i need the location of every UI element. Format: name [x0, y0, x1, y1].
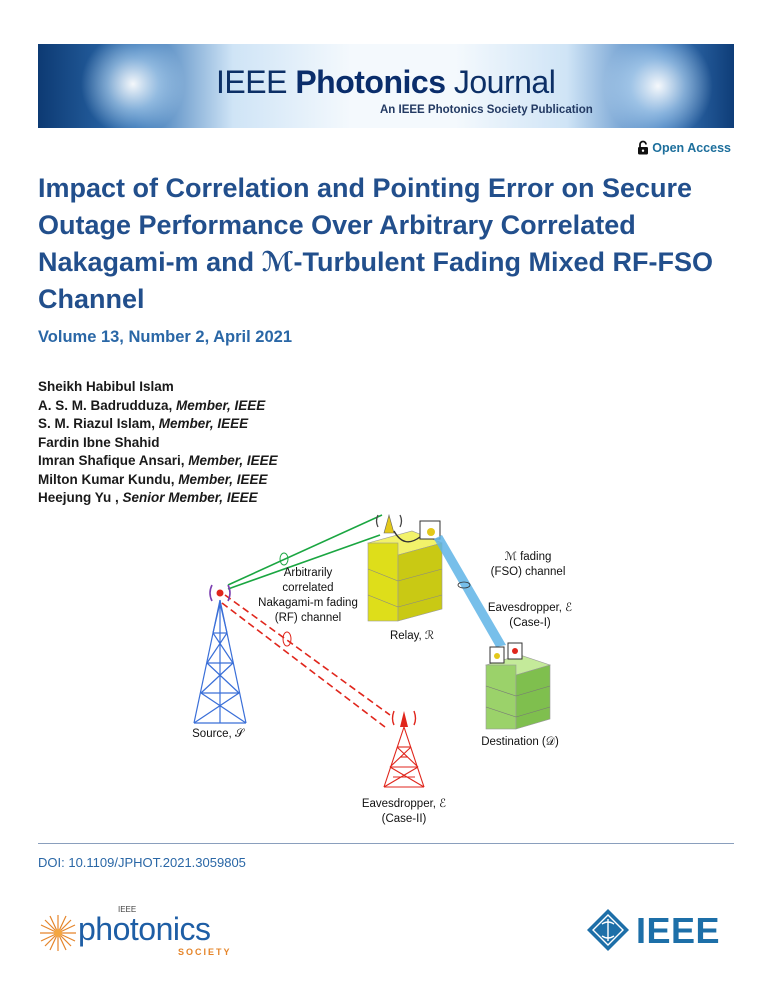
author-item: Heejung Yu , Senior Member, IEEE [38, 489, 278, 508]
starburst-icon [40, 915, 76, 951]
journal-name-bold: Photonics [295, 64, 446, 100]
eve-case2-label-1: Eavesdropper, ℰ [362, 798, 446, 810]
author-name: A. S. M. Badrudduza, [38, 397, 177, 413]
destination-receiver-icon [489, 642, 523, 664]
eve-case1-label-2: (Case-I) [509, 617, 551, 629]
author-membership: Member, IEEE [176, 397, 266, 413]
eavesdropper-signal-icon [391, 710, 417, 726]
eavesdropper-antenna-icon [400, 711, 408, 727]
author-name: Imran Shafique Ansari, [38, 453, 189, 468]
fso-beam [434, 535, 506, 647]
open-lock-icon [638, 140, 649, 155]
rf-channel-label-1: Arbitrarily [284, 567, 333, 579]
banner-light-left [78, 44, 188, 128]
doi-link[interactable]: DOI: 10.1109/JPHOT.2021.3059805 [38, 855, 246, 870]
fso-turbulence-mark [457, 581, 471, 589]
journal-subtitle: An IEEE Photonics Society Publication [380, 104, 593, 116]
journal-banner: IEEE Photonics Journal An IEEE Photonics… [38, 44, 734, 128]
source-signal-icon [209, 584, 231, 602]
author-membership: Member, IEEE [158, 416, 249, 431]
source-label: Source, 𝒮 [192, 728, 246, 740]
photonics-society-logo: IEEE photonics SOCIETY [38, 905, 258, 965]
open-access-label: Open Access [652, 140, 731, 155]
destination-block [484, 654, 552, 730]
rf-channel-label-4: (RF) channel [275, 612, 341, 624]
author-name: Milton Kumar Kundu, [38, 471, 179, 487]
relay-label: Relay, ℛ [390, 629, 435, 642]
author-item: A. S. M. Badrudduza, Member, IEEE [38, 397, 278, 416]
rf-link-upper [227, 514, 383, 586]
source-antenna-icon [216, 589, 224, 597]
eve-case1-label-1: Eavesdropper, ℰ [488, 602, 572, 614]
rf-channel-label-3: Nakagami-m fading [258, 597, 358, 609]
eve-link-upper [224, 594, 391, 716]
author-membership: Senior Member, IEEE [122, 490, 258, 505]
eve-correlation-mark [282, 631, 292, 647]
eve-link-lower [221, 602, 386, 728]
ieee-diamond-icon [587, 909, 629, 951]
fso-channel-label-2: (FSO) channel [491, 566, 566, 578]
author-name: S. M. Riazul Islam, [38, 416, 159, 431]
footer-divider [38, 843, 734, 844]
ieee-logo-text: IEEE [636, 910, 721, 951]
relay-block [367, 530, 443, 622]
journal-name-prefix: IEEE [216, 64, 296, 100]
author-item: S. M. Riazul Islam, Member, IEEE [38, 415, 278, 434]
author-item: Sheikh Habibul Islam [38, 378, 278, 397]
fso-channel-label-1: ℳ fading [505, 550, 552, 563]
journal-name: IEEE Photonics Journal [216, 64, 556, 101]
author-item: Fardin Ibne Shahid [38, 434, 278, 453]
volume-info: Volume 13, Number 2, April 2021 [38, 328, 293, 346]
open-access-badge[interactable]: Open Access [637, 140, 731, 155]
banner-light-right [598, 44, 718, 128]
rf-link-lower [227, 534, 381, 590]
relay-antenna-icon [375, 513, 403, 534]
source-tower [193, 599, 247, 724]
society-tag-text: SOCIETY [178, 947, 232, 957]
system-model-diagram: Arbitrarily correlated Nakagami-m fading… [192, 513, 572, 825]
rf-correlation-mark [279, 552, 289, 566]
rf-channel-label-2: correlated [282, 582, 333, 594]
system-model-figure: Arbitrarily correlated Nakagami-m fading… [180, 505, 600, 830]
relay-fso-transceiver-icon [393, 520, 441, 543]
author-membership: Member, IEEE [178, 471, 268, 487]
author-item: Imran Shafique Ansari, Member, IEEE [38, 452, 278, 471]
author-membership: Member, IEEE [188, 453, 278, 468]
author-list: Sheikh Habibul Islam A. S. M. Badrudduza… [38, 378, 278, 508]
journal-name-suffix: Journal [445, 64, 556, 100]
society-photonics-text: photonics [78, 911, 211, 947]
paper-title: Impact of Correlation and Pointing Error… [38, 173, 713, 314]
ieee-logo: IEEE [586, 906, 736, 956]
eve-case2-label-2: (Case-II) [382, 813, 427, 825]
destination-label: Destination (𝒟) [481, 736, 559, 748]
society-ieee-text: IEEE [118, 905, 137, 914]
author-name: Sheikh Habibul Islam [38, 379, 174, 394]
author-item: Milton Kumar Kundu, Member, IEEE [38, 471, 278, 490]
author-name: Heejung Yu , [38, 490, 123, 505]
author-name: Fardin Ibne Shahid [38, 434, 160, 450]
eavesdropper-tower [383, 726, 425, 788]
